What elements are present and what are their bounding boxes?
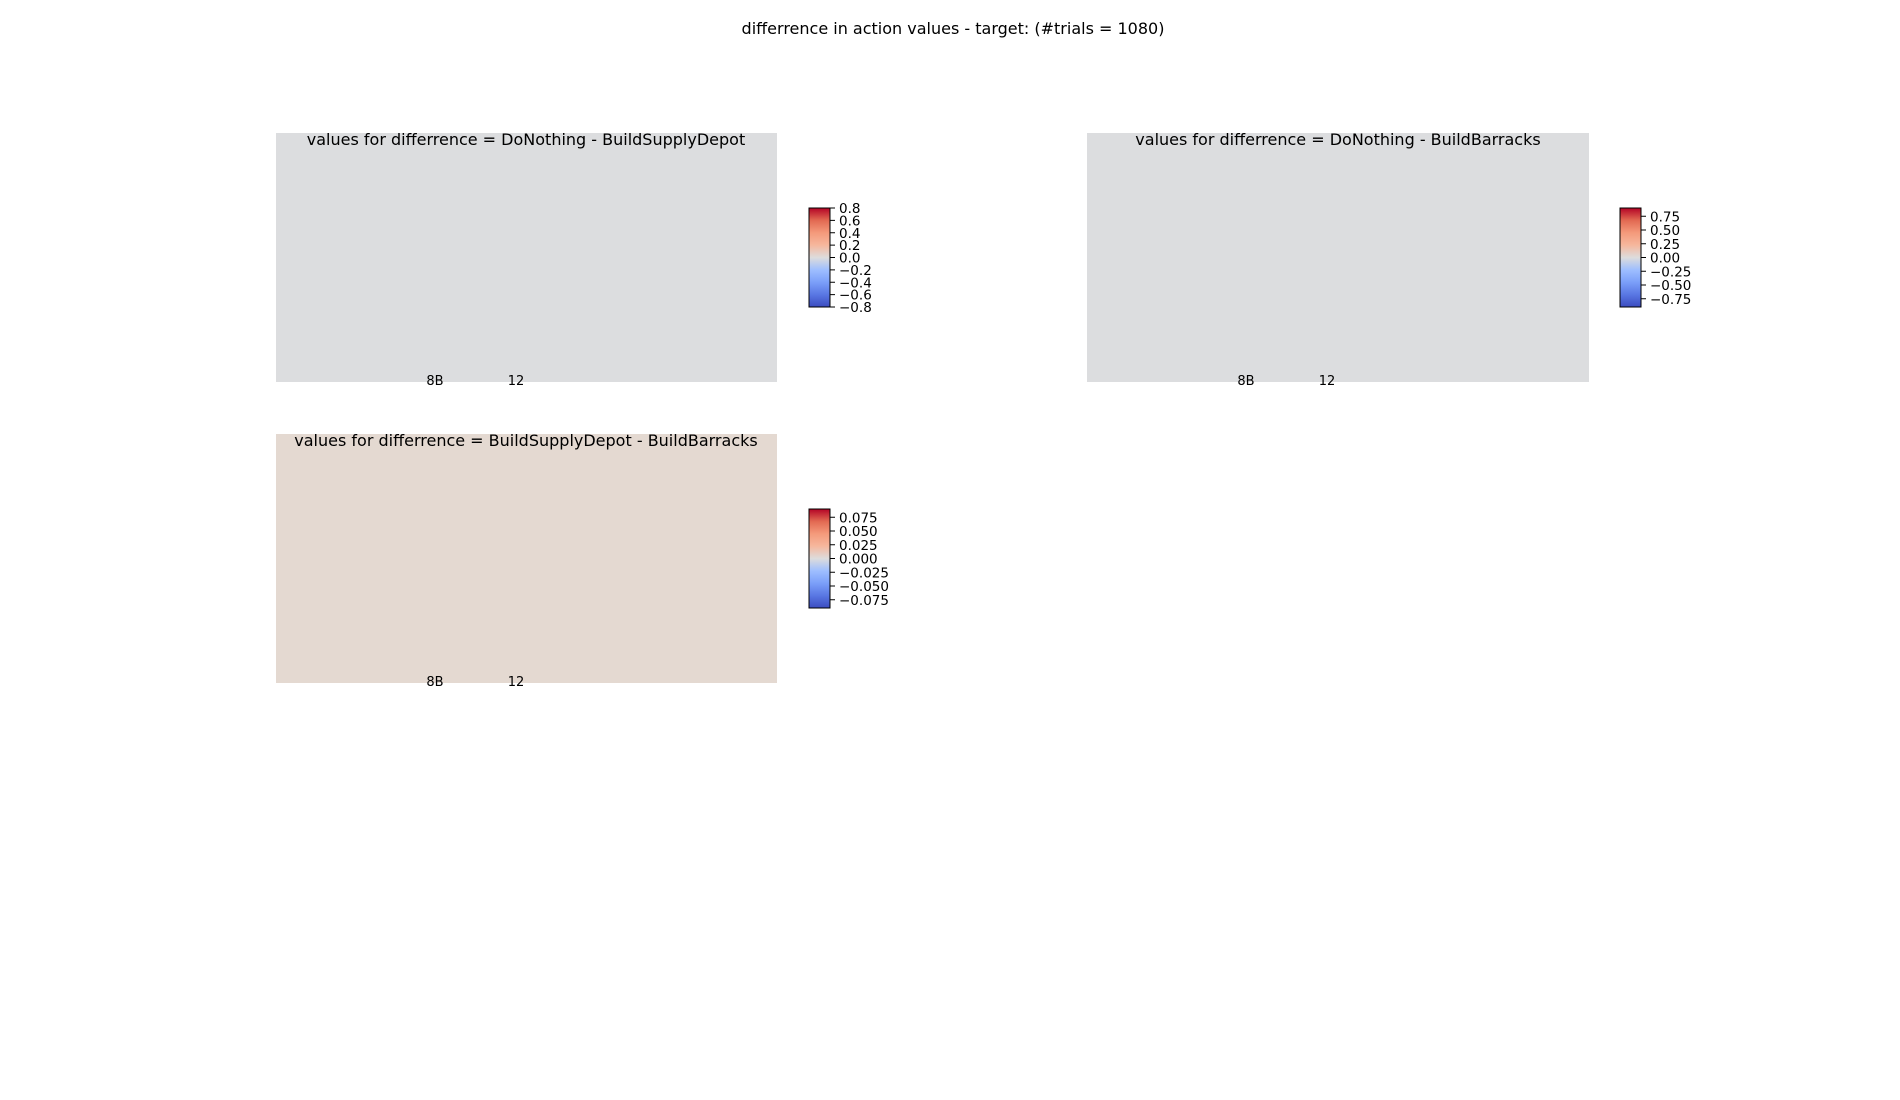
colorbar-tick-label-2-3: 0.000 [839, 552, 878, 568]
colorbar-tick-label-0-8: −0.8 [839, 300, 872, 316]
colorbar-tick-label-1-3: 0.00 [1650, 251, 1680, 267]
x-tick-label-1-0: 8B [1237, 374, 1254, 389]
colorbar-tick-label-0-0: 0.8 [839, 201, 860, 217]
colorbar-tick-label-1-0: 0.75 [1650, 209, 1680, 225]
colorbar-gradient-0 [808, 207, 831, 308]
x-tick-label-0-1: 12 [508, 374, 525, 389]
heatmap-panel-1: values for differrence = DoNothing - Bui… [1087, 130, 1691, 389]
panel-title-0: values for differrence = DoNothing - Bui… [307, 130, 745, 149]
heatmap-panel-2: values for differrence = BuildSupplyDepo… [276, 431, 889, 690]
heatmap-cell-0 [276, 133, 777, 382]
colorbar-0: 0.8 0.6 0.4 0.2 0.0 −0.2 −0.4 −0.6 −0.8 [808, 201, 872, 316]
colorbar-gradient-2 [808, 508, 831, 609]
colorbar-tick-label-0-1: 0.6 [839, 213, 860, 229]
colorbar-tick-label-0-4: 0.0 [839, 251, 860, 267]
figure-title: differrence in action values - target: (… [742, 19, 1165, 38]
colorbar-tick-label-1-6: −0.75 [1650, 292, 1691, 308]
colorbar-tick-label-0-7: −0.6 [839, 288, 872, 304]
colorbar-gradient-1 [1619, 207, 1642, 308]
colorbar-2: 0.075 0.050 0.025 0.000 −0.025 −0.050 −0… [808, 508, 889, 609]
colorbar-tick-label-0-2: 0.4 [839, 226, 860, 242]
colorbar-tick-label-2-0: 0.075 [839, 510, 878, 526]
colorbar-tick-label-1-5: −0.50 [1650, 278, 1691, 294]
colorbar-ticks-1: 0.75 0.50 0.25 0.00 −0.25 −0.50 −0.75 [1641, 209, 1691, 308]
panel-title-2: values for differrence = BuildSupplyDepo… [294, 431, 757, 450]
colorbar-tick-label-1-4: −0.25 [1650, 264, 1691, 280]
colorbar-1: 0.75 0.50 0.25 0.00 −0.25 −0.50 −0.75 [1619, 207, 1691, 308]
colorbar-ticks-2: 0.075 0.050 0.025 0.000 −0.025 −0.050 −0… [830, 510, 889, 609]
x-tick-label-2-0: 8B [426, 675, 443, 690]
colorbar-tick-label-1-2: 0.25 [1650, 237, 1680, 253]
colorbar-tick-label-2-1: 0.050 [839, 524, 878, 540]
panel-title-1: values for differrence = DoNothing - Bui… [1135, 130, 1540, 149]
colorbar-tick-label-0-3: 0.2 [839, 238, 860, 254]
colorbar-tick-label-0-5: −0.2 [839, 263, 872, 279]
x-tick-label-0-0: 8B [426, 374, 443, 389]
heatmap-cell-2 [276, 434, 777, 683]
x-tick-label-1-1: 12 [1319, 374, 1336, 389]
heatmap-cell-1 [1087, 133, 1589, 382]
heatmap-panel-0: values for differrence = DoNothing - Bui… [276, 130, 872, 389]
colorbar-ticks-0: 0.8 0.6 0.4 0.2 0.0 −0.2 −0.4 −0.6 −0.8 [830, 201, 872, 316]
colorbar-tick-label-1-1: 0.50 [1650, 223, 1680, 239]
colorbar-tick-label-2-5: −0.050 [839, 579, 889, 595]
x-tick-label-2-1: 12 [508, 675, 525, 690]
colorbar-tick-label-2-4: −0.025 [839, 565, 889, 581]
colorbar-tick-label-0-6: −0.4 [839, 275, 872, 291]
colorbar-tick-label-2-2: 0.025 [839, 538, 878, 554]
colorbar-tick-label-2-6: −0.075 [839, 593, 889, 609]
